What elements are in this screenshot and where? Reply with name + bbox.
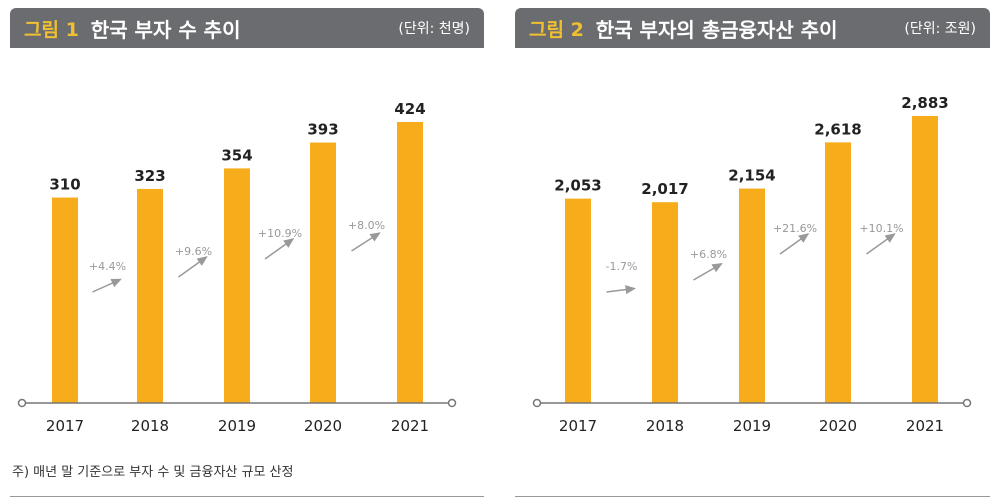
growth-arrow (606, 285, 636, 295)
value-label: 354 (221, 146, 252, 164)
axis-end-circle (17, 398, 27, 408)
growth-arrow (866, 233, 896, 255)
figure-label: 그림 1 (24, 18, 79, 41)
growth-arrow (779, 233, 810, 255)
bar (137, 188, 163, 403)
growth-label: +10.1% (859, 222, 903, 235)
unit-label: (단위: 천명) (398, 21, 470, 37)
chart2-header: 그림 2 한국 부자의 총금융자산 추이 (단위: 조원) (515, 8, 990, 48)
chart2-plot: 2,053 2017 2,017 2018 2,154 2019 2,618 2020 2,88… (532, 94, 972, 435)
x-tick-label: 2021 (906, 417, 944, 435)
chart-title: 한국 부자의 총금융자산 추이 (595, 17, 838, 42)
bar (310, 142, 336, 404)
bar (739, 188, 765, 403)
value-label: 2,053 (554, 177, 601, 195)
growth-arrow (92, 278, 122, 293)
value-label: 2,154 (728, 167, 775, 185)
x-tick-label: 2017 (559, 417, 597, 435)
bar (397, 122, 423, 403)
x-tick-label: 2019 (733, 417, 771, 435)
bar (825, 142, 851, 404)
footnote: 주) 매년 말 기준으로 부자 수 및 금융자산 규모 산정 (12, 465, 294, 480)
growth-label: +8.0% (348, 219, 385, 232)
divider (10, 496, 484, 497)
x-tick-label: 2019 (218, 417, 256, 435)
axis-end-circle (532, 398, 542, 408)
value-label: 393 (307, 121, 338, 139)
unit-label: (단위: 조원) (904, 21, 976, 37)
value-label: 323 (134, 167, 165, 185)
value-label: 310 (49, 176, 80, 194)
chart1-plot: 310 2017 323 2018 354 2019 393 2020 424 2021 +4.4%… (17, 100, 457, 435)
growth-label: +6.8% (690, 248, 727, 261)
chart1-header: 그림 1 한국 부자 수 추이 (단위: 천명) (10, 8, 484, 48)
bar (652, 202, 678, 403)
growth-label: -1.7% (606, 260, 638, 273)
growth-arrow (178, 256, 208, 278)
axis-end-circle (962, 398, 972, 408)
x-tick-label: 2018 (131, 417, 169, 435)
value-label: 2,883 (901, 94, 948, 112)
value-label: 424 (394, 100, 425, 118)
bar (52, 197, 78, 403)
figure-label: 그림 2 (529, 18, 584, 41)
x-tick-label: 2021 (391, 417, 429, 435)
growth-label: +4.4% (89, 260, 126, 273)
bar (912, 116, 938, 403)
growth-label: +10.9% (258, 227, 302, 240)
x-tick-label: 2020 (819, 417, 857, 435)
x-tick-label: 2018 (646, 417, 684, 435)
growth-arrow (351, 232, 381, 252)
axis-end-circle (447, 398, 457, 408)
bar (565, 198, 591, 403)
x-tick-label: 2017 (46, 417, 84, 435)
divider (515, 496, 990, 497)
value-label: 2,618 (814, 120, 861, 138)
x-tick-label: 2020 (304, 417, 342, 435)
growth-label: +9.6% (175, 245, 212, 258)
growth-arrow (264, 238, 295, 260)
chart-title: 한국 부자 수 추이 (90, 17, 241, 42)
value-label: 2,017 (641, 180, 688, 198)
growth-arrow (693, 263, 723, 281)
bar (224, 168, 250, 403)
growth-label: +21.6% (773, 222, 817, 235)
